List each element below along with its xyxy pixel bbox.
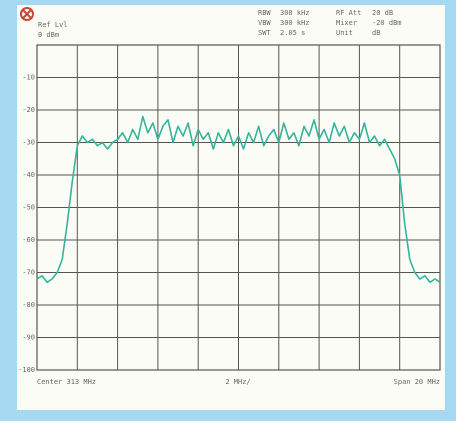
logo: [20, 7, 34, 21]
setting-text: RF Att: [336, 9, 361, 17]
y-tick-label: -20: [22, 106, 35, 114]
y-tick-label: -80: [22, 301, 35, 309]
setting-text: Mixer: [336, 19, 357, 27]
setting-text: -20 dBm: [372, 19, 402, 27]
setting-text: 300 kHz: [280, 9, 310, 17]
y-tick-label: -90: [22, 334, 35, 342]
trace: [36, 115, 441, 284]
y-tick-label: -70: [22, 269, 35, 277]
setting-text: 20 dB: [372, 9, 393, 17]
y-tick-label: -60: [22, 236, 35, 244]
setting-text: 2.05 s: [280, 29, 305, 37]
setting-text: Unit: [336, 29, 353, 37]
y-tick-label: -50: [22, 204, 35, 212]
y-tick-label: -30: [22, 139, 35, 147]
ref-value: 0 dBm: [38, 31, 59, 39]
x-mid-label: 2 MHz/: [225, 378, 250, 386]
y-tick-label: -40: [22, 171, 35, 179]
setting-text: RBW: [258, 9, 271, 17]
x-left-label: Center 313 MHz: [37, 378, 96, 386]
setting-text: VBW: [258, 19, 271, 27]
y-tick-label: -10: [22, 74, 35, 82]
x-right-label: Span 20 MHz: [394, 378, 440, 386]
setting-text: SWT: [258, 29, 271, 37]
setting-text: 300 kHz: [280, 19, 310, 27]
ref-label: Ref Lvl: [38, 21, 68, 29]
y-tick-label: -100: [18, 366, 35, 374]
setting-text: dB: [372, 29, 380, 37]
